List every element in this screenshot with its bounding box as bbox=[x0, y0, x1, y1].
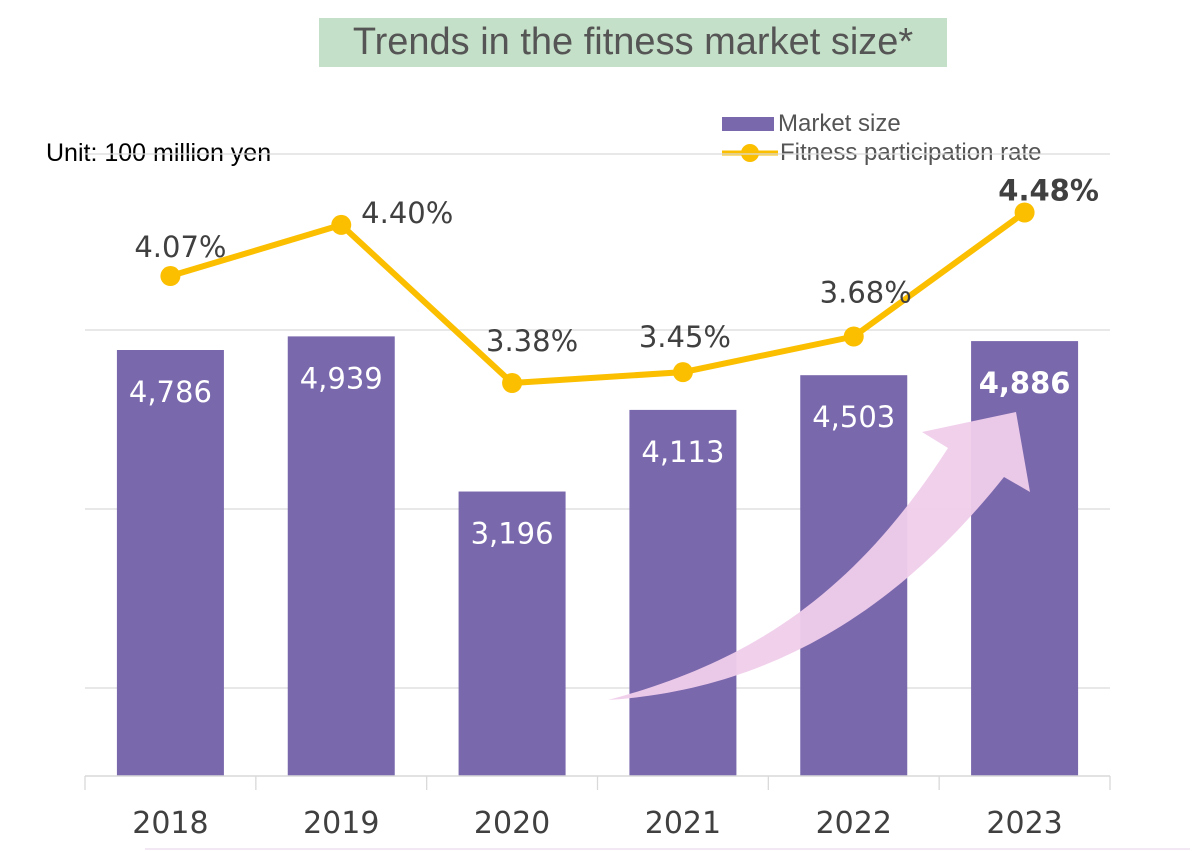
x-tick-label-2023: 2023 bbox=[986, 806, 1062, 841]
rate-point-2020 bbox=[502, 373, 523, 393]
x-tick-label-2020: 2020 bbox=[474, 806, 550, 841]
rate-point-2018 bbox=[160, 266, 181, 287]
bar-2021 bbox=[629, 409, 737, 776]
legend-swatch-bar bbox=[722, 117, 774, 131]
legend-label-participation-rate: Fitness participation rate bbox=[780, 139, 1042, 166]
bar-label-2019: 4,939 bbox=[300, 361, 383, 395]
bar-label-2018: 4,786 bbox=[129, 375, 212, 409]
bar-label-2021: 4,113 bbox=[641, 435, 724, 469]
rate-point-2022 bbox=[843, 326, 864, 347]
bar-2018 bbox=[116, 350, 224, 776]
x-tick-label-2018: 2018 bbox=[132, 806, 208, 841]
x-tick-label-2021: 2021 bbox=[645, 806, 721, 841]
rate-label-2022: 3.68% bbox=[820, 276, 912, 310]
legend-item-participation-rate: Fitness participation rate bbox=[722, 139, 1041, 167]
bar-label-2023: 4,886 bbox=[979, 366, 1071, 400]
bar-2020 bbox=[458, 491, 566, 776]
legend-label-market-size: Market size bbox=[778, 110, 901, 137]
rate-point-2023 bbox=[1014, 202, 1035, 223]
rate-label-2020: 3.38% bbox=[486, 324, 578, 358]
x-tick-label-2019: 2019 bbox=[303, 806, 379, 841]
bar-label-2020: 3,196 bbox=[471, 517, 554, 551]
rate-label-2021: 3.45% bbox=[639, 320, 731, 354]
rate-label-2019: 4.40% bbox=[361, 196, 453, 230]
rate-label-2023: 4.48% bbox=[998, 174, 1099, 208]
bar-2019 bbox=[287, 336, 395, 776]
legend-item-market-size: Market size bbox=[722, 110, 901, 138]
x-tick-label-2022: 2022 bbox=[816, 806, 892, 841]
rate-point-2019 bbox=[331, 214, 352, 235]
rate-line bbox=[169, 210, 1027, 386]
legend-swatch-line bbox=[722, 144, 778, 162]
trend-arrow bbox=[608, 412, 1030, 700]
chart-title: Trends in the fitness market size* bbox=[319, 18, 947, 67]
unit-label: Unit: 100 million yen bbox=[46, 139, 272, 167]
bar-label-2022: 4,503 bbox=[812, 400, 895, 434]
bar-2023 bbox=[971, 341, 1079, 776]
rate-point-2021 bbox=[672, 362, 693, 383]
rate-label-2018: 4.07% bbox=[134, 230, 226, 264]
